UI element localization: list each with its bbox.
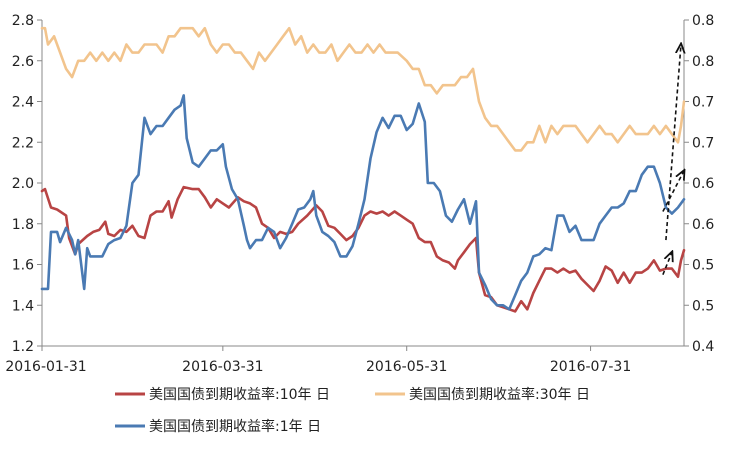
y-left-tick-label: 2.0 <box>12 176 34 192</box>
series-line-1 <box>40 26 686 152</box>
y-left-tick-label: 2.6 <box>12 54 34 70</box>
legend-label-2: 美国国债到期收益率:1年 日 <box>149 418 321 435</box>
y-left-tick-label: 1.8 <box>12 217 34 233</box>
y-right-tick-label: 0.4 <box>692 339 714 355</box>
x-tick-label: 2016-07-31 <box>550 359 631 375</box>
legend-label-1: 美国国债到期收益率:30年 日 <box>409 386 590 403</box>
trend-arrow-1 <box>662 171 684 212</box>
series-line-0 <box>40 185 686 313</box>
y-right-tick-label: 0.7 <box>692 135 714 151</box>
y-right-tick-label: 0.5 <box>692 258 714 274</box>
y-right-tick-label: 0.8 <box>692 13 714 29</box>
y-left-tick-label: 2.2 <box>12 135 34 151</box>
y-right-tick-label: 0.5 <box>692 298 714 314</box>
y-left-tick-label: 1.2 <box>12 339 34 355</box>
x-tick-label: 2016-03-31 <box>182 359 263 375</box>
series-line-2 <box>40 94 686 311</box>
y-right-tick-label: 0.6 <box>692 176 714 192</box>
y-right-tick-label: 0.8 <box>692 54 714 70</box>
y-left-tick-label: 2.4 <box>12 95 34 111</box>
legend-label-0: 美国国债到期收益率:10年 日 <box>149 386 330 403</box>
x-tick-label: 2016-01-31 <box>5 359 86 375</box>
y-right-tick-label: 0.6 <box>692 217 714 233</box>
y-left-tick-label: 1.6 <box>12 258 34 274</box>
trend-arrow-0 <box>665 44 681 241</box>
y-left-tick-label: 2.8 <box>12 13 34 29</box>
y-right-tick-label: 0.7 <box>692 95 714 111</box>
trend-arrow-2 <box>662 252 672 275</box>
x-tick-label: 2016-05-31 <box>366 359 447 375</box>
y-left-tick-label: 1.4 <box>12 298 34 314</box>
